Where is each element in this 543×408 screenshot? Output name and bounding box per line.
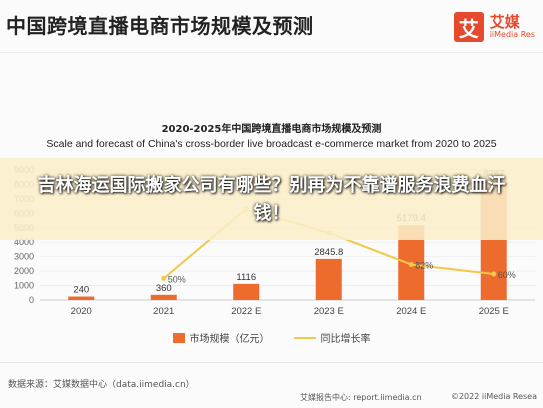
legend-item-line: 同比增长率 (293, 330, 371, 345)
y-tick-label: 3000 (14, 252, 34, 262)
overlay-headline: 吉林海运国际搬家公司有哪些？别再为不靠谱服务浪费血汗钱！ (37, 175, 506, 224)
y-tick-label: 1000 (14, 281, 34, 291)
legend-line-swatch (293, 336, 316, 339)
growth-value-label: 82% (415, 260, 433, 270)
brand-subname: iiMedia Res (489, 29, 535, 39)
x-tick-label: 2025 E (479, 306, 509, 317)
report-center-note: 艾媒报告中心: report.iimedia.cn (300, 393, 422, 402)
brand-logo-icon: 艾 (453, 12, 484, 42)
legend-bar-swatch (172, 332, 185, 343)
legend-item-bar: 市场规模（亿元） (172, 330, 270, 345)
y-tick-label: 4000 (14, 237, 34, 247)
bar (68, 296, 95, 300)
growth-value-label: 60% (498, 270, 516, 280)
page-title: 中国跨境直播电商市场规模及预测 (6, 14, 314, 38)
legend-bar-label: 市场规模（亿元） (189, 334, 270, 345)
growth-value-label: 50% (168, 274, 186, 284)
footer-divider (0, 362, 543, 363)
chart-subtitle: Scale and forecast of China's cross-bord… (46, 138, 497, 150)
x-tick-label: 2023 E (314, 306, 344, 317)
y-tick-label: 0 (29, 295, 34, 305)
chart-legend: 市场规模（亿元） 同比增长率 (0, 330, 543, 345)
legend-line-label: 同比增长率 (320, 334, 371, 345)
y-tick-label: 2000 (14, 266, 34, 276)
growth-point (491, 271, 497, 277)
copyright-note: ©2022 iiMedia Resea (450, 392, 537, 401)
x-tick-label: 2024 E (396, 306, 426, 317)
bar (150, 294, 177, 300)
brand-logo-block: 艾 艾媒 iiMedia Res (453, 12, 535, 42)
bar (315, 258, 342, 300)
bar (233, 283, 260, 300)
growth-point (408, 261, 414, 267)
growth-point (161, 275, 167, 281)
x-tick-label: 2022 E (231, 306, 261, 317)
header-divider (0, 52, 543, 53)
x-tick-label: 2021 (153, 306, 174, 317)
bar-value-label: 240 (73, 285, 89, 296)
bar-value-label: 1116 (236, 272, 256, 283)
bar-value-label: 2845.8 (314, 247, 343, 258)
x-tick-label: 2020 (71, 306, 92, 317)
overlay-banner (0, 158, 543, 240)
data-source-note: 数据来源：艾媒数据中心（data.iimedia.cn） (8, 380, 195, 390)
chart-title: 2020-2025年中国跨境直播电商市场规模及预测 (161, 124, 382, 135)
brand-name: 艾媒 (489, 13, 520, 32)
bar-value-label: 360 (156, 283, 172, 294)
